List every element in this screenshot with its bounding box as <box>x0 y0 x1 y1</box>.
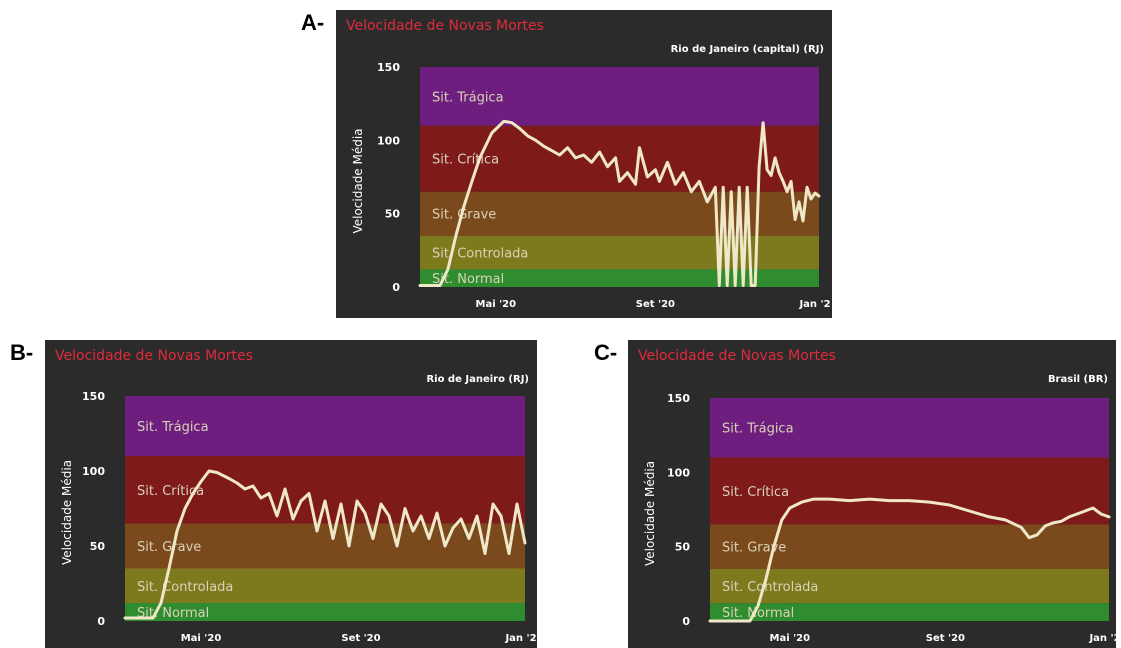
panel-letter-b: B- <box>10 340 34 365</box>
y-tick-label-2: 100 <box>82 465 105 478</box>
band-1 <box>125 568 525 603</box>
band-label-4: Sit. Trágica <box>432 90 504 105</box>
band-2 <box>420 191 819 236</box>
chart-title: Velocidade de Novas Mortes <box>346 18 544 34</box>
y-tick-label-0: 0 <box>392 281 400 294</box>
band-2 <box>125 523 525 569</box>
y-tick-label-1: 50 <box>385 208 401 221</box>
band-3 <box>125 456 525 524</box>
x-tick-label-0: Mai '20 <box>770 633 811 644</box>
chart-svg: Velocidade de Novas Mortes Rio de Janeiro… <box>55 348 537 644</box>
band-label-1: Sit. Controlada <box>432 247 528 262</box>
band-label-4: Sit. Trágica <box>137 420 209 435</box>
band-4 <box>710 398 1109 458</box>
band-label-1: Sit. Controlada <box>722 580 818 595</box>
x-tick-label-1: Set '20 <box>926 633 965 644</box>
band-1 <box>710 568 1109 604</box>
y-tick-label-3: 150 <box>82 390 105 403</box>
band-label-3: Sit. Crítica <box>432 153 499 168</box>
band-label-0: Sit. Normal <box>432 272 504 287</box>
y-tick-label-3: 150 <box>667 392 690 405</box>
y-tick-label-0: 0 <box>682 615 690 628</box>
band-3 <box>710 457 1109 525</box>
y-tick-label-3: 150 <box>377 61 400 74</box>
y-axis-label: Velocidade Média <box>60 460 74 565</box>
y-tick-label-1: 50 <box>675 541 691 554</box>
band-0 <box>710 603 1109 621</box>
band-1 <box>420 235 819 270</box>
x-tick-label-1: Set '20 <box>636 299 675 310</box>
band-0 <box>125 603 525 621</box>
y-tick-label-0: 0 <box>97 615 105 628</box>
x-tick-label-0: Mai '20 <box>181 633 222 644</box>
band-label-2: Sit. Grave <box>137 540 201 555</box>
y-tick-label-1: 50 <box>90 540 106 553</box>
band-label-1: Sit. Controlada <box>137 580 233 595</box>
series-line-0 <box>418 119 821 287</box>
band-label-3: Sit. Crítica <box>722 485 789 500</box>
y-tick-label-2: 100 <box>667 466 690 479</box>
y-tick-label-2: 100 <box>377 134 400 147</box>
series-line-0 <box>123 469 527 620</box>
series-line-0 <box>708 497 1111 623</box>
band-4 <box>125 396 525 456</box>
band-2 <box>710 524 1109 569</box>
chart-panel-a: Velocidade de Novas Mortes Rio de Janeiro… <box>336 10 832 318</box>
chart-title: Velocidade de Novas Mortes <box>55 348 253 364</box>
y-axis-label: Velocidade Média <box>351 128 365 233</box>
band-label-4: Sit. Trágica <box>722 422 794 437</box>
y-axis-label: Velocidade Média <box>643 461 657 566</box>
chart-panel-b: Velocidade de Novas Mortes Rio de Janeiro… <box>45 340 537 648</box>
chart-panel-c: Velocidade de Novas Mortes Brasil (BR) Sit… <box>628 340 1116 648</box>
panel-letter-a: A- <box>301 10 325 35</box>
x-tick-label-0: Mai '20 <box>476 299 517 310</box>
band-label-3: Sit. Crítica <box>137 484 204 499</box>
band-label-2: Sit. Grave <box>432 208 496 223</box>
band-label-2: Sit. Grave <box>722 541 786 556</box>
x-tick-label-2: Jan '2 <box>1088 633 1116 644</box>
x-tick-label-2: Jan '2 <box>504 633 536 644</box>
x-tick-label-2: Jan '2 <box>798 299 830 310</box>
chart-svg: Velocidade de Novas Mortes Brasil (BR) Sit… <box>638 348 1116 644</box>
chart-subtitle: Rio de Janeiro (capital) (RJ) <box>671 44 824 55</box>
chart-title: Velocidade de Novas Mortes <box>638 348 836 364</box>
chart-svg: Velocidade de Novas Mortes Rio de Janeiro… <box>346 18 831 310</box>
band-label-0: Sit. Normal <box>722 606 794 621</box>
x-tick-label-1: Set '20 <box>341 633 380 644</box>
chart-subtitle: Rio de Janeiro (RJ) <box>426 374 529 385</box>
band-4 <box>420 67 819 126</box>
panel-letter-c: C- <box>594 340 618 365</box>
chart-subtitle: Brasil (BR) <box>1048 374 1108 385</box>
